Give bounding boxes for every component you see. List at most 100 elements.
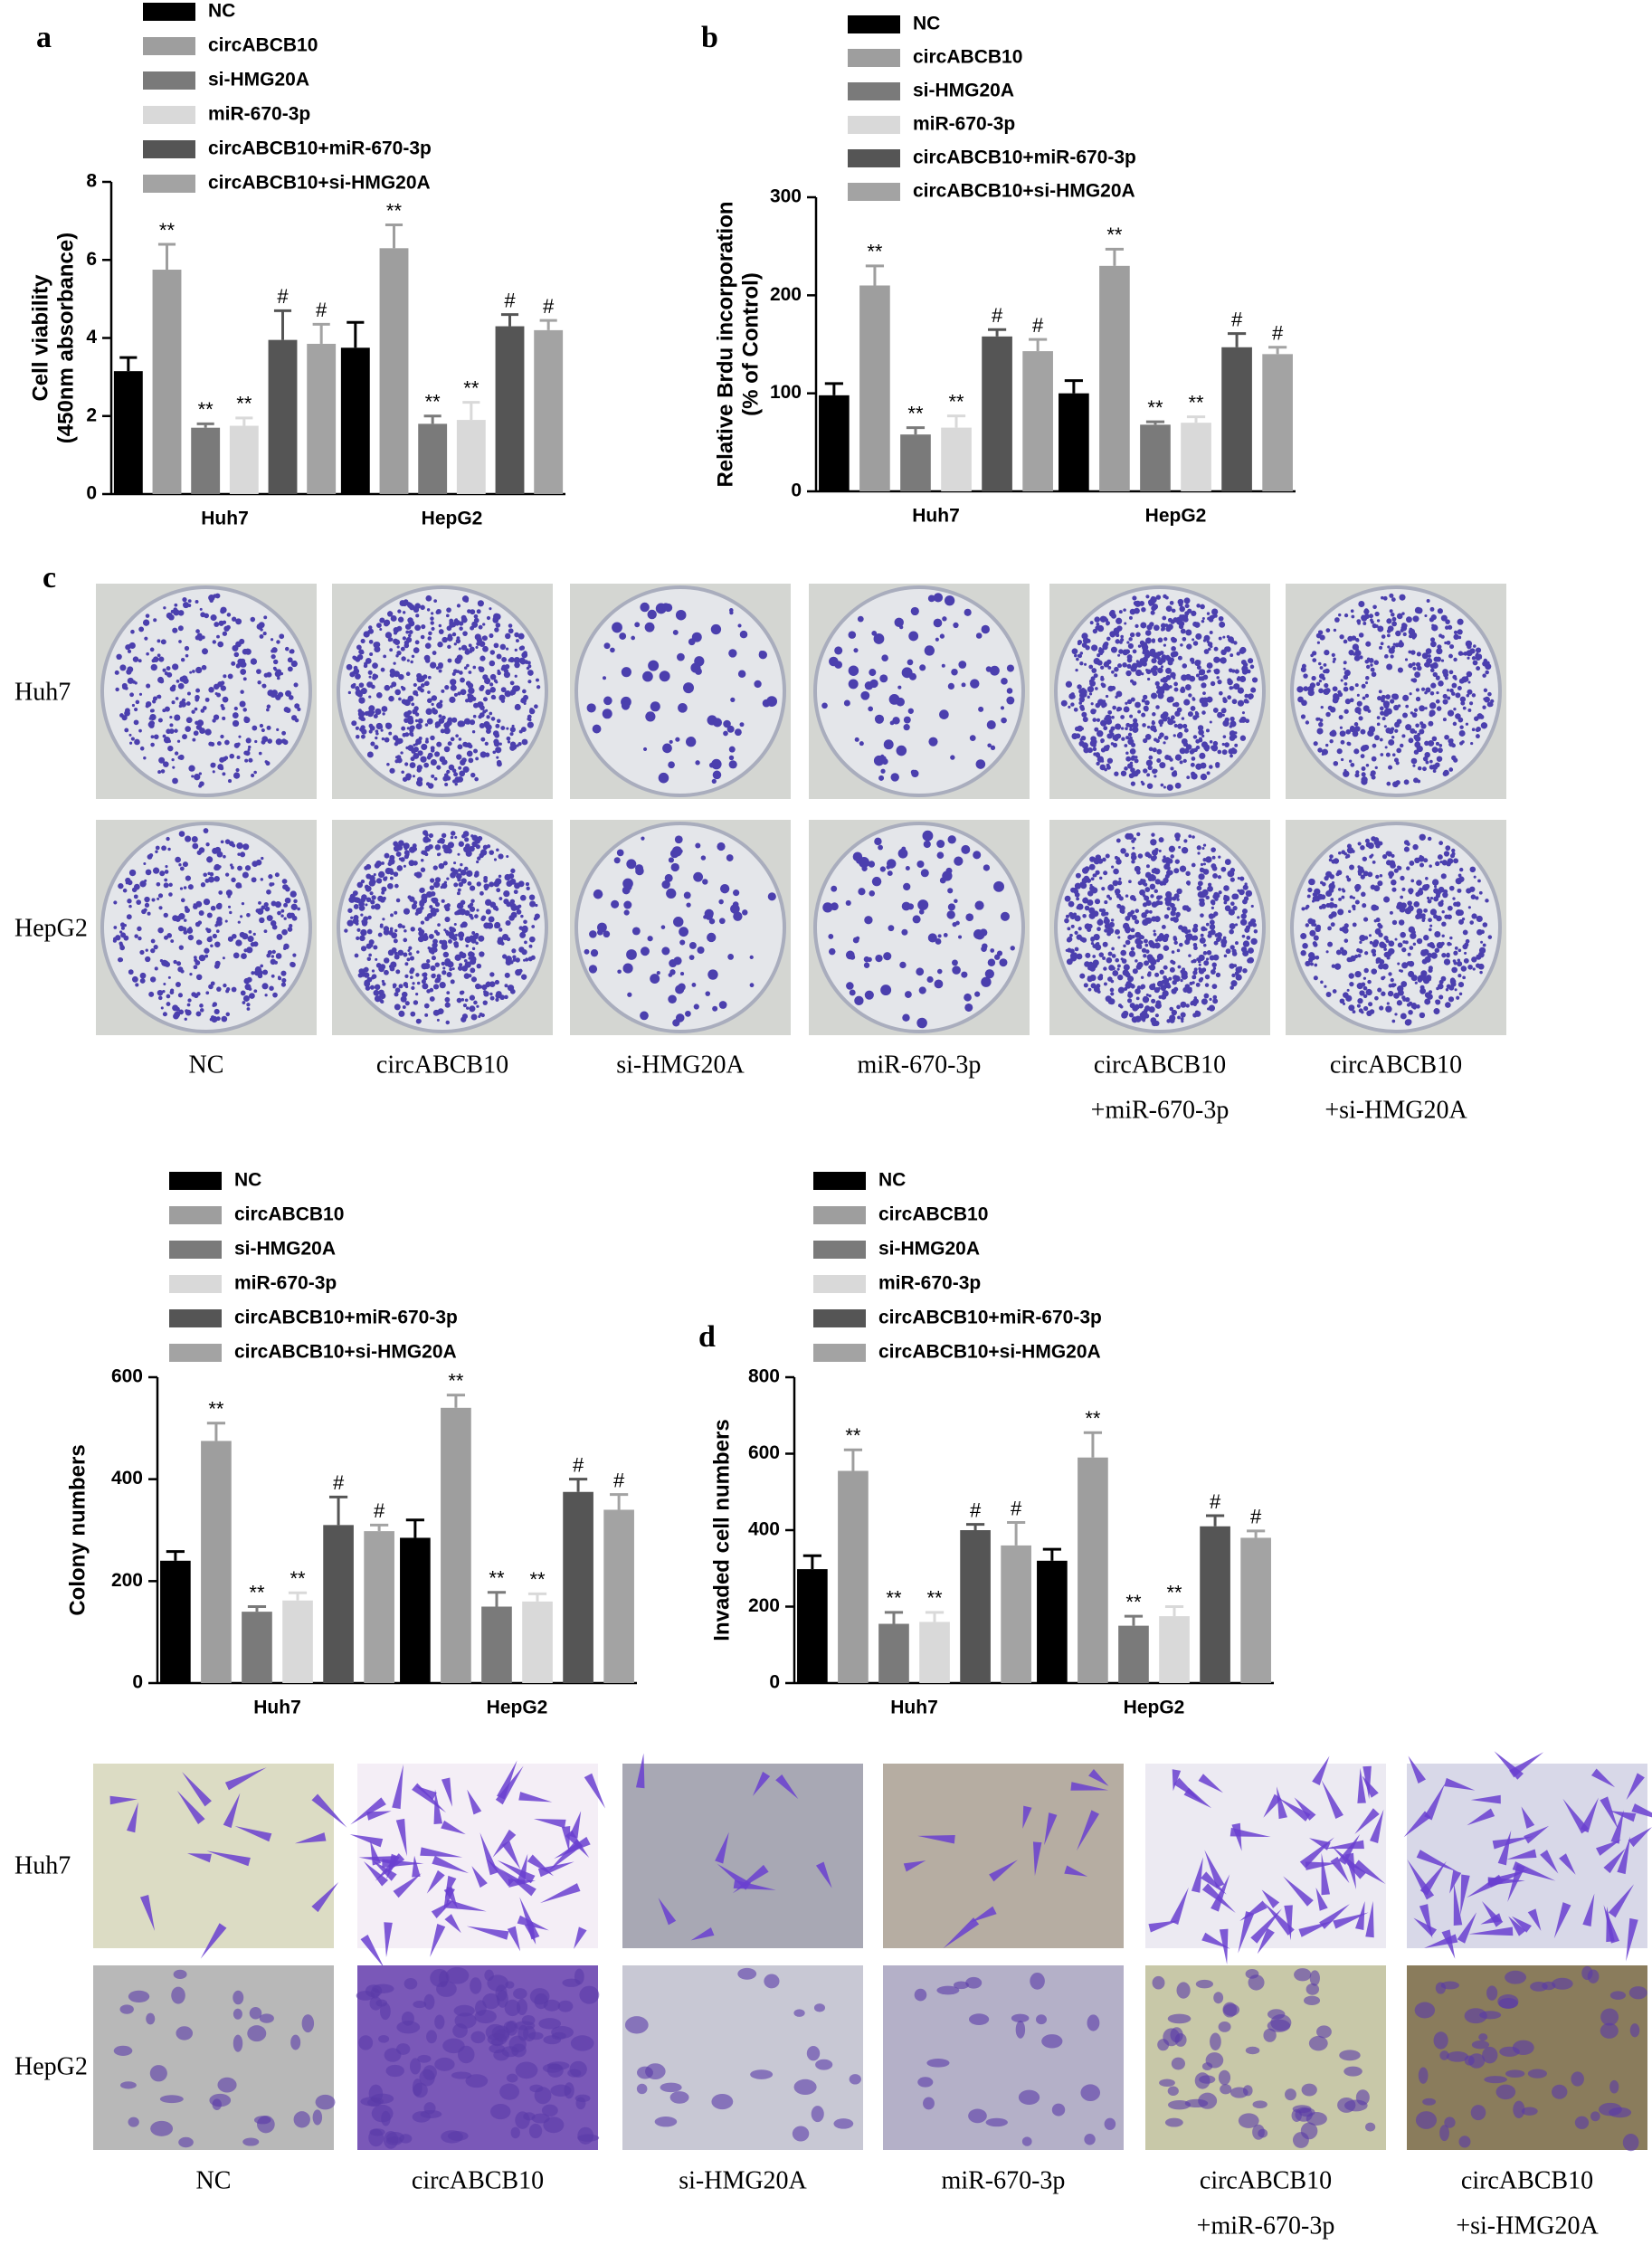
colony xyxy=(266,889,271,895)
colony xyxy=(352,890,358,896)
colony xyxy=(139,978,146,984)
colony xyxy=(232,616,237,622)
colony xyxy=(1353,748,1360,755)
colony xyxy=(172,766,176,769)
colony xyxy=(1151,998,1156,1004)
colony xyxy=(1480,722,1488,729)
colony xyxy=(1339,634,1344,640)
colony xyxy=(518,657,526,664)
colony xyxy=(233,706,238,711)
colony xyxy=(373,642,380,649)
colony xyxy=(279,633,285,640)
colony xyxy=(405,630,410,634)
colony xyxy=(375,708,382,716)
colony xyxy=(1218,855,1221,859)
colony xyxy=(194,707,198,711)
colony xyxy=(1410,711,1414,715)
cell xyxy=(1321,1780,1343,1819)
colony xyxy=(495,623,501,628)
colony xyxy=(1145,669,1152,675)
colony xyxy=(1240,947,1248,953)
colony xyxy=(410,975,413,979)
colony xyxy=(148,991,155,997)
colony xyxy=(1163,945,1170,951)
colony xyxy=(1402,712,1408,718)
colony xyxy=(1225,646,1231,652)
colony xyxy=(1131,860,1135,864)
cell xyxy=(384,1922,393,1958)
colony xyxy=(388,858,395,865)
colony xyxy=(1442,699,1448,705)
colony xyxy=(169,685,176,692)
colony xyxy=(441,961,446,966)
colony xyxy=(483,991,489,997)
colony xyxy=(1416,908,1423,915)
colony xyxy=(127,649,132,653)
colony xyxy=(258,751,262,756)
colony xyxy=(205,927,209,931)
colony xyxy=(411,748,416,754)
colony xyxy=(527,680,532,684)
colony xyxy=(1154,889,1159,894)
colony xyxy=(1191,936,1197,941)
colony xyxy=(1413,708,1419,712)
colony xyxy=(1433,656,1439,662)
colony xyxy=(954,899,958,903)
colony xyxy=(506,727,509,730)
colony xyxy=(1453,950,1458,956)
colony xyxy=(409,956,415,961)
colony xyxy=(251,971,255,975)
error-bar xyxy=(328,1495,348,1526)
colony xyxy=(822,902,833,913)
colony xyxy=(1161,925,1166,929)
colony xyxy=(398,673,404,680)
colony xyxy=(127,880,133,886)
colony xyxy=(1318,661,1322,666)
colony xyxy=(1400,895,1404,899)
colony xyxy=(1221,749,1228,756)
colony xyxy=(1487,935,1493,939)
colony xyxy=(457,888,461,892)
colony xyxy=(1150,894,1154,899)
colony xyxy=(408,946,413,950)
colony xyxy=(204,947,210,954)
colony xyxy=(261,905,266,910)
colony xyxy=(1177,655,1182,661)
colony xyxy=(148,852,154,858)
colony xyxy=(119,957,124,963)
colony xyxy=(1158,637,1163,642)
colony xyxy=(1158,849,1162,852)
colony xyxy=(1132,968,1138,975)
colony xyxy=(384,876,388,880)
colony xyxy=(482,623,486,626)
colony xyxy=(1421,918,1426,922)
colony xyxy=(1457,717,1464,723)
colony xyxy=(272,659,279,665)
colony xyxy=(1158,837,1164,843)
colony xyxy=(1100,719,1107,727)
significance-mark: ** xyxy=(236,393,252,415)
bar xyxy=(242,1612,272,1683)
colony xyxy=(1198,954,1205,962)
colony xyxy=(419,901,425,908)
colony xyxy=(1081,633,1088,640)
colony xyxy=(479,751,487,758)
colony xyxy=(218,620,224,626)
colony xyxy=(1147,874,1154,880)
colony xyxy=(442,966,446,970)
colony xyxy=(1367,709,1372,713)
colony xyxy=(1163,735,1169,740)
dish xyxy=(100,822,312,1033)
colony xyxy=(157,989,164,996)
panel-label: c xyxy=(43,561,56,595)
colony xyxy=(1467,708,1472,712)
colony xyxy=(1120,715,1125,719)
colony xyxy=(1111,670,1115,674)
colony xyxy=(134,883,140,890)
colony xyxy=(448,939,452,944)
colony xyxy=(290,649,295,654)
colony xyxy=(368,705,375,712)
colony xyxy=(1185,936,1192,942)
colony xyxy=(257,908,264,915)
error-bar xyxy=(1205,1514,1225,1527)
